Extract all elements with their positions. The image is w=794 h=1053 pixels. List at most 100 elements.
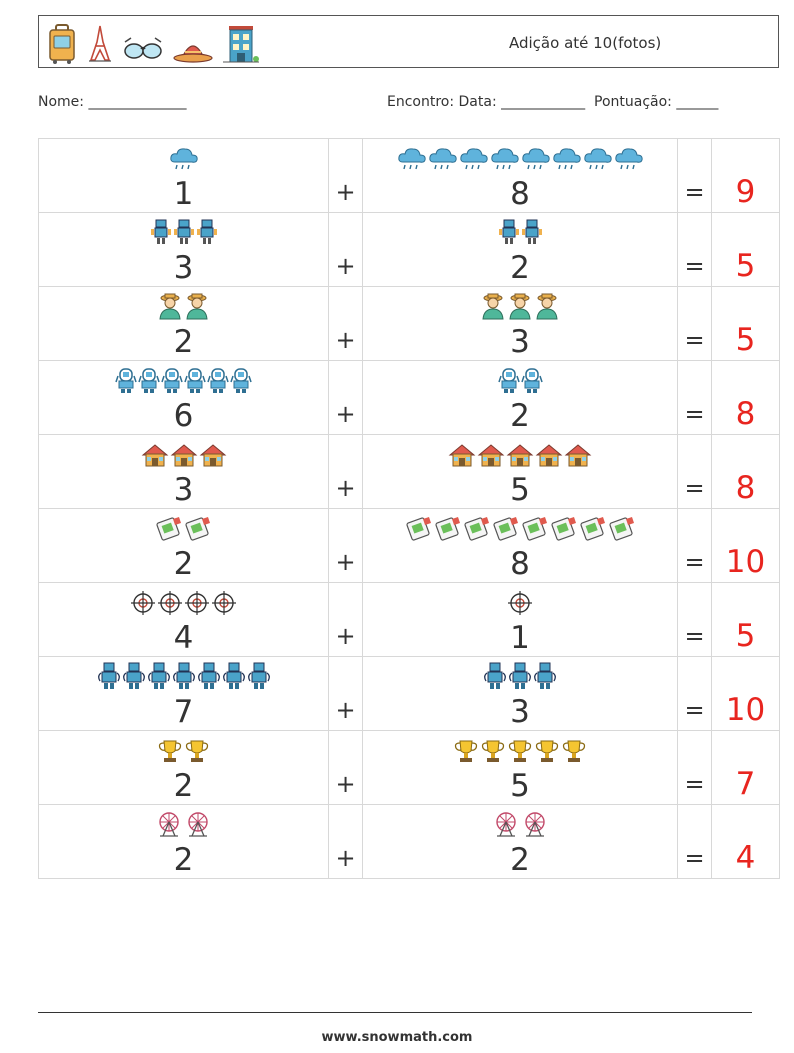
answer-cell[interactable]: 5 <box>711 286 780 361</box>
answer-cell[interactable]: 9 <box>711 138 780 213</box>
addend-b: 2 <box>510 250 530 286</box>
addend-a-icons <box>115 368 252 398</box>
plus-sign: + <box>335 696 356 724</box>
answer: 8 <box>735 396 756 432</box>
equals-sign: = <box>684 696 705 724</box>
rain-cloud-icon <box>521 146 551 176</box>
answer-cell[interactable]: 7 <box>711 730 780 805</box>
trophy-icon <box>561 738 587 768</box>
equals-cell: = <box>677 212 712 287</box>
plus-cell: + <box>328 360 363 435</box>
blue-robot-icon <box>222 662 246 694</box>
equals-sign: = <box>684 252 705 280</box>
addend-b-icons <box>498 219 543 250</box>
equals-cell: = <box>677 804 712 879</box>
addend-a: 2 <box>173 768 194 804</box>
addend-b: 8 <box>510 176 530 212</box>
problem-row: 3 +2 = 5 <box>38 212 780 287</box>
addend-b-cell: 3 <box>362 656 678 731</box>
equals-sign: = <box>684 326 705 354</box>
sunglasses-icon <box>124 37 162 59</box>
trophy-icon <box>184 738 210 768</box>
problem-row: 2 +3 = 5 <box>38 286 780 361</box>
equals-cell: = <box>677 286 712 361</box>
house-icon <box>477 442 505 472</box>
astronaut-robot-icon <box>184 366 206 398</box>
addend-b-icons <box>497 368 543 398</box>
answer: 9 <box>735 174 756 210</box>
equals-cell: = <box>677 656 712 731</box>
answer-cell[interactable]: 5 <box>711 582 780 657</box>
trophy-icon <box>507 738 533 768</box>
addend-b-cell: 2 <box>362 804 678 879</box>
answer-cell[interactable]: 5 <box>711 212 780 287</box>
astronaut-robot-icon <box>138 366 160 398</box>
plus-sign: + <box>335 770 356 798</box>
astronaut-robot-icon <box>520 366 543 398</box>
answer-cell[interactable]: 10 <box>711 656 780 731</box>
farmer-icon <box>157 292 183 324</box>
answer-cell[interactable]: 4 <box>711 804 780 879</box>
addend-a-cell: 4 <box>38 582 329 657</box>
blue-robot-icon <box>97 662 121 694</box>
addend-a: 3 <box>173 472 194 508</box>
answer: 8 <box>735 470 756 506</box>
house-icon <box>535 442 563 472</box>
plus-cell: + <box>328 434 363 509</box>
addend-b-cell: 3 <box>362 286 678 361</box>
addend-a-cell: 6 <box>38 360 329 435</box>
ticket-icon <box>184 514 212 546</box>
trophy-icon <box>534 738 560 768</box>
addend-b: 5 <box>510 472 530 508</box>
addend-b: 3 <box>510 694 530 730</box>
name-field-label: Nome: ______________ <box>38 94 187 110</box>
equals-sign: = <box>684 474 705 502</box>
robot-icon <box>498 218 520 250</box>
answer: 5 <box>735 322 756 358</box>
header-icons <box>47 20 259 64</box>
farmer-icon <box>507 292 533 324</box>
plus-sign: + <box>335 178 356 206</box>
farmer-icon <box>534 292 560 324</box>
house-icon <box>170 442 198 472</box>
rain-cloud-icon <box>552 146 582 176</box>
addend-b-icons <box>483 662 557 694</box>
answer: 10 <box>725 544 766 580</box>
addend-b-icons <box>397 148 644 176</box>
answer-cell[interactable]: 8 <box>711 434 780 509</box>
answer: 7 <box>735 766 756 802</box>
problem-row: 2 +8 = 10 <box>38 508 780 583</box>
ticket-icon <box>521 514 549 546</box>
answer: 5 <box>735 248 756 284</box>
trophy-icon <box>157 738 183 768</box>
equals-sign: = <box>684 844 705 872</box>
footer-divider <box>38 1012 752 1013</box>
addend-b-icons <box>480 293 560 324</box>
plus-cell: + <box>328 730 363 805</box>
addend-b: 8 <box>510 546 530 582</box>
answer-cell[interactable]: 10 <box>711 508 780 583</box>
ferris-wheel-icon <box>521 810 549 842</box>
problem-row: 3 +5 = 8 <box>38 434 780 509</box>
problem-row: 6 +2 = 8 <box>38 360 780 435</box>
equals-sign: = <box>684 400 705 428</box>
ticket-icon <box>434 514 462 546</box>
blue-robot-icon <box>122 662 146 694</box>
problem-row: 7 +3 = 10 <box>38 656 780 731</box>
equals-sign: = <box>684 770 705 798</box>
ticket-icon <box>405 514 433 546</box>
answer: 5 <box>735 618 756 654</box>
house-icon <box>448 442 476 472</box>
astronaut-robot-icon <box>115 366 137 398</box>
problem-row: 2 +2 = 4 <box>38 804 780 879</box>
ferris-wheel-icon <box>184 810 212 842</box>
trophy-icon <box>453 738 479 768</box>
house-icon <box>141 442 169 472</box>
astronaut-robot-icon <box>497 366 520 398</box>
answer-cell[interactable]: 8 <box>711 360 780 435</box>
blue-robot-icon <box>483 662 507 694</box>
ferris-wheel-icon <box>155 810 183 842</box>
addend-a-icons <box>157 293 210 324</box>
header-box: Adição até 10(fotos) <box>38 15 779 68</box>
plus-sign: + <box>335 622 356 650</box>
